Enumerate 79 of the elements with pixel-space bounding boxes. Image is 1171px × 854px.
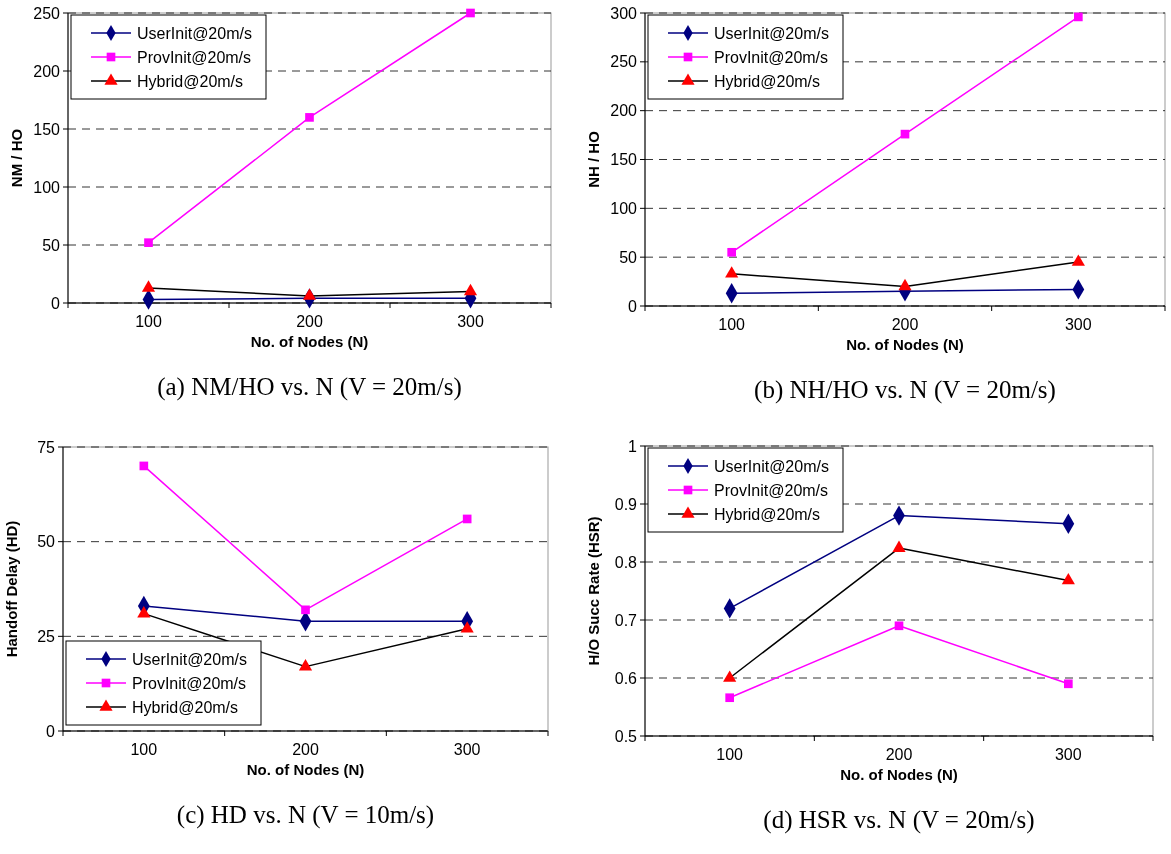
- y-tick-label: 1: [628, 437, 638, 455]
- y-tick-label: 150: [610, 151, 638, 169]
- point: [302, 288, 317, 300]
- y-tick-label: 0: [51, 294, 61, 312]
- y-tick-label: 100: [33, 178, 61, 196]
- y-axis-title: NH / HO: [585, 130, 602, 188]
- legend-label: Hybrid@20m/s: [137, 72, 244, 90]
- y-axis-title: NM / HO: [8, 128, 25, 188]
- y-axis-title: H/O Succ Rate (HSR): [585, 516, 602, 666]
- legend-label: UserInit@20m/s: [714, 457, 829, 475]
- x-tick-label: 200: [891, 316, 919, 333]
- point: [1071, 254, 1085, 266]
- y-tick-label: 250: [610, 53, 638, 71]
- point: [725, 266, 739, 278]
- x-tick-label: 200: [292, 741, 319, 758]
- x-tick-label: 300: [457, 313, 484, 330]
- x-axis-title: No. of Nodes (N): [846, 336, 964, 353]
- point: [141, 280, 156, 292]
- point: [894, 621, 904, 631]
- text: (a) NM/HO vs. N (V = 20m/s): [157, 373, 462, 401]
- legend-label: ProvInit@20m/s: [132, 674, 247, 692]
- y-tick-label: 50: [37, 533, 56, 551]
- legend-label: ProvInit@20m/s: [714, 48, 829, 66]
- legend-label: UserInit@20m/s: [714, 24, 829, 42]
- point: [137, 606, 151, 618]
- legend-label: ProvInit@20m/s: [714, 481, 829, 499]
- y-tick-label: 50: [619, 248, 638, 266]
- legend-label: ProvInit@20m/s: [137, 48, 252, 66]
- point: [1064, 679, 1073, 689]
- y-tick-label: 0.8: [614, 553, 638, 571]
- x-tick-label: 300: [1054, 746, 1082, 763]
- x-axis-title: No. of Nodes (N): [840, 766, 958, 783]
- point: [305, 113, 314, 122]
- point: [727, 247, 736, 257]
- y-tick-label: 0: [46, 722, 56, 740]
- legend-label: UserInit@20m/s: [132, 650, 247, 668]
- point: [1061, 572, 1075, 585]
- point: [298, 659, 313, 671]
- y-tick-label: 0.7: [614, 611, 638, 629]
- text: (c) HD vs. N (V = 10m/s): [176, 801, 435, 829]
- x-tick-label: 100: [718, 316, 746, 333]
- text: (d) HSR vs. N (V = 20m/s): [763, 806, 1035, 834]
- point: [460, 621, 474, 633]
- x-tick-label: 100: [130, 741, 158, 758]
- y-axis-title: Handoff Delay (HD): [3, 520, 20, 658]
- y-tick-label: 200: [33, 62, 61, 80]
- legend-label: Hybrid@20m/s: [132, 698, 239, 716]
- legend-label: Hybrid@20m/s: [714, 505, 821, 523]
- point: [144, 238, 153, 248]
- y-tick-label: 200: [610, 102, 638, 120]
- x-tick-label: 300: [1064, 316, 1092, 333]
- x-tick-label: 100: [135, 313, 162, 330]
- point: [725, 693, 734, 703]
- x-axis-title: No. of Nodes (N): [250, 333, 369, 350]
- point: [463, 283, 478, 296]
- legend-label: Hybrid@20m/s: [714, 72, 821, 90]
- y-tick-label: 75: [37, 438, 56, 456]
- y-tick-label: 25: [37, 627, 56, 645]
- x-axis-title: No. of Nodes (N): [246, 761, 365, 778]
- legend-label: UserInit@20m/s: [137, 24, 252, 42]
- point: [301, 605, 310, 615]
- y-tick-label: 150: [33, 120, 61, 138]
- y-tick-label: 0.5: [614, 727, 638, 745]
- y-tick-label: 0.9: [614, 495, 638, 513]
- y-tick-label: 100: [610, 199, 638, 217]
- y-tick-label: 50: [42, 236, 61, 254]
- y-tick-label: 250: [33, 4, 61, 22]
- point: [892, 540, 906, 552]
- text: (b) NH/HO vs. N (V = 20m/s): [754, 376, 1056, 404]
- x-tick-label: 200: [296, 313, 323, 330]
- y-tick-label: 300: [610, 4, 638, 22]
- x-tick-label: 200: [885, 746, 913, 763]
- point: [466, 8, 475, 18]
- y-tick-label: 0.6: [614, 669, 638, 687]
- point: [1074, 12, 1083, 22]
- x-tick-label: 300: [453, 741, 481, 758]
- y-tick-label: 0: [628, 297, 638, 315]
- x-tick-label: 100: [716, 746, 744, 763]
- point: [898, 278, 912, 291]
